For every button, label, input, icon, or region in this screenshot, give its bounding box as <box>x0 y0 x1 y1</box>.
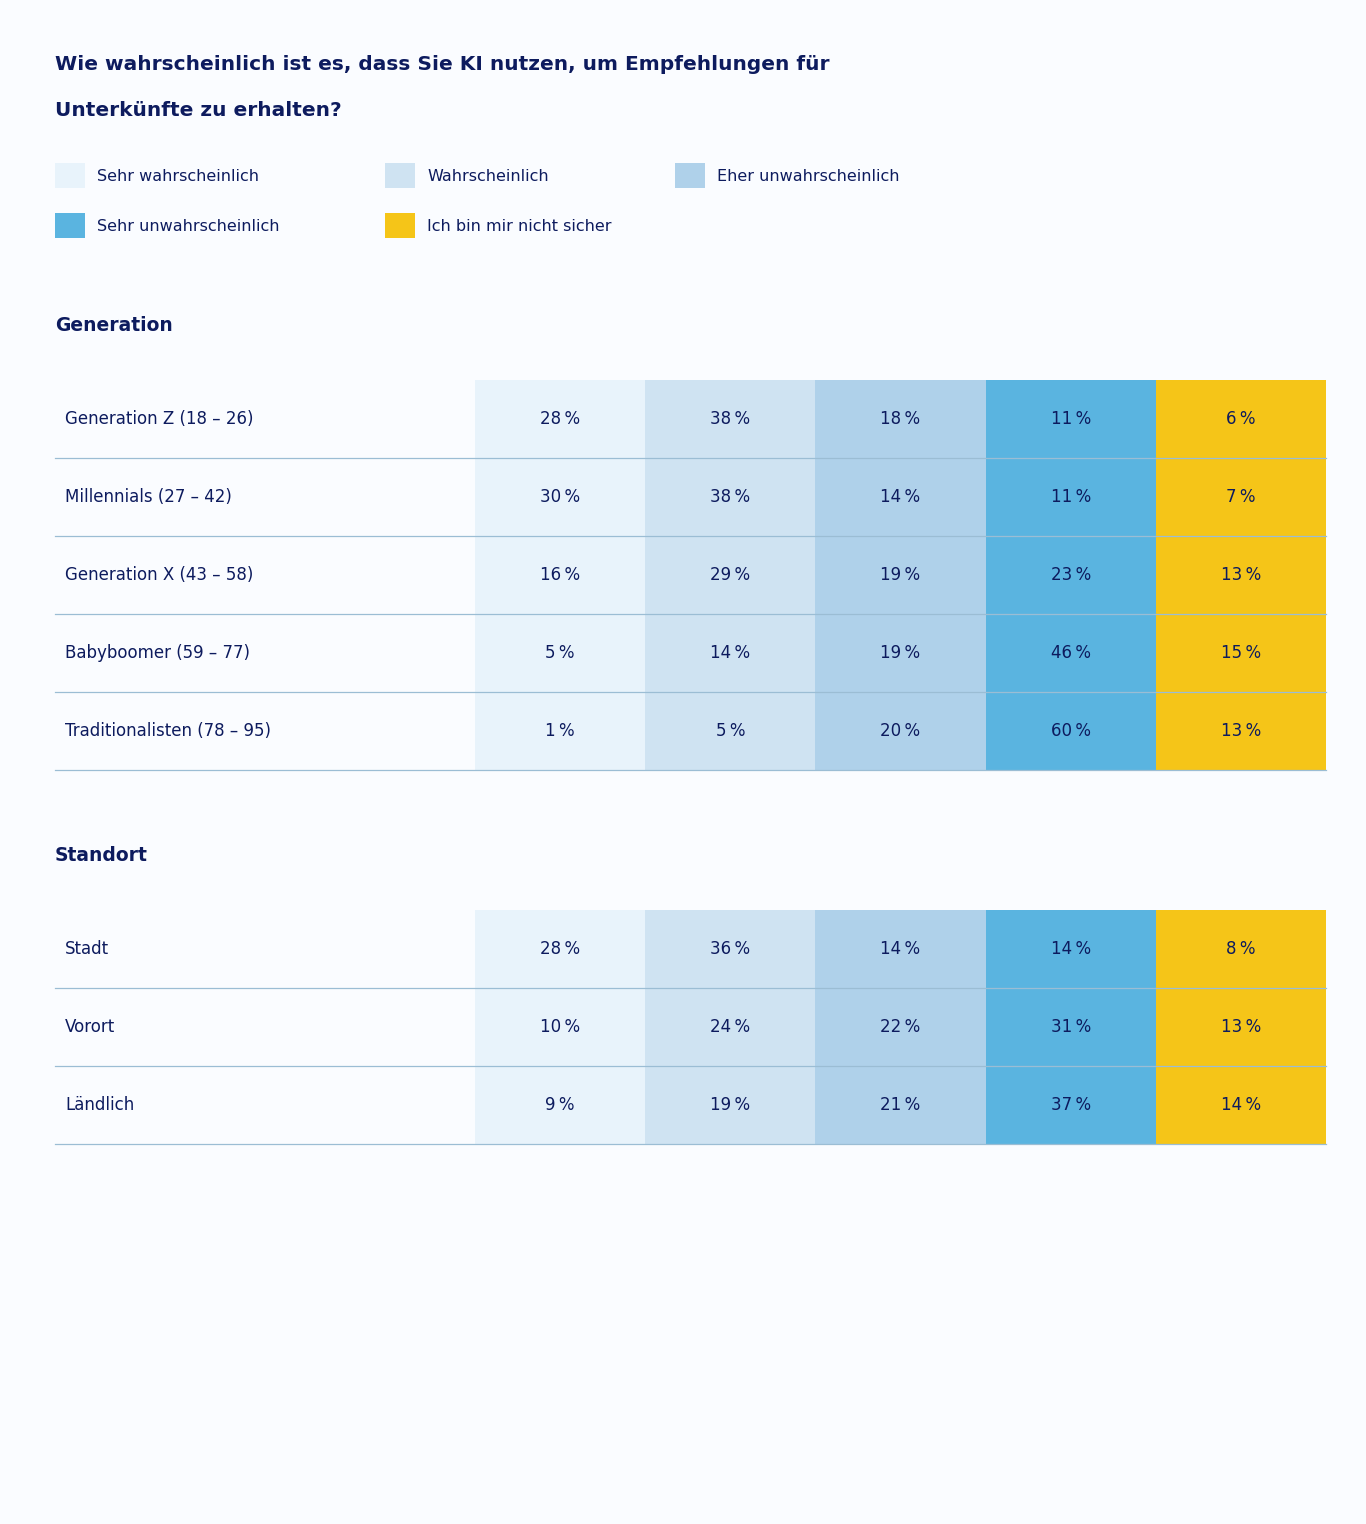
Text: Eher unwahrscheinlich: Eher unwahrscheinlich <box>717 169 899 184</box>
Text: 9 %: 9 % <box>545 1096 575 1114</box>
FancyBboxPatch shape <box>645 379 816 770</box>
Text: 16 %: 16 % <box>540 565 581 584</box>
FancyBboxPatch shape <box>1156 379 1326 770</box>
FancyBboxPatch shape <box>986 910 1156 1145</box>
FancyBboxPatch shape <box>816 910 986 1145</box>
Text: 14 %: 14 % <box>881 488 921 506</box>
Text: 31 %: 31 % <box>1050 1018 1091 1036</box>
Text: 13 %: 13 % <box>1221 1018 1261 1036</box>
Text: Stadt: Stadt <box>66 940 109 959</box>
FancyBboxPatch shape <box>816 379 986 770</box>
Text: 15 %: 15 % <box>1221 645 1261 661</box>
Text: 23 %: 23 % <box>1050 565 1091 584</box>
Text: 14 %: 14 % <box>710 645 750 661</box>
Text: 19 %: 19 % <box>710 1096 750 1114</box>
FancyBboxPatch shape <box>645 910 816 1145</box>
Text: 19 %: 19 % <box>881 645 921 661</box>
Text: Ich bin mir nicht sicher: Ich bin mir nicht sicher <box>428 219 612 233</box>
FancyBboxPatch shape <box>475 910 645 1145</box>
Text: 19 %: 19 % <box>881 565 921 584</box>
Text: 24 %: 24 % <box>710 1018 750 1036</box>
Text: 13 %: 13 % <box>1221 565 1261 584</box>
Text: Babyboomer (59 – 77): Babyboomer (59 – 77) <box>66 645 250 661</box>
Text: 28 %: 28 % <box>540 410 581 428</box>
Text: 14 %: 14 % <box>881 940 921 959</box>
Text: 14 %: 14 % <box>1050 940 1091 959</box>
Text: Sehr unwahrscheinlich: Sehr unwahrscheinlich <box>97 219 280 233</box>
Text: 5 %: 5 % <box>545 645 575 661</box>
Text: 29 %: 29 % <box>710 565 750 584</box>
Text: Vorort: Vorort <box>66 1018 115 1036</box>
FancyBboxPatch shape <box>475 379 645 770</box>
Text: 8 %: 8 % <box>1227 940 1255 959</box>
Text: Wahrscheinlich: Wahrscheinlich <box>428 169 549 184</box>
Text: Standort: Standort <box>55 846 148 866</box>
Text: 22 %: 22 % <box>880 1018 921 1036</box>
Text: 37 %: 37 % <box>1050 1096 1091 1114</box>
Text: 38 %: 38 % <box>710 488 750 506</box>
Text: 36 %: 36 % <box>710 940 750 959</box>
Text: 28 %: 28 % <box>540 940 581 959</box>
Text: 10 %: 10 % <box>540 1018 581 1036</box>
Text: 20 %: 20 % <box>881 722 921 741</box>
FancyBboxPatch shape <box>55 163 85 187</box>
Text: Generation Z (18 – 26): Generation Z (18 – 26) <box>66 410 254 428</box>
Text: 38 %: 38 % <box>710 410 750 428</box>
FancyBboxPatch shape <box>385 163 415 187</box>
Text: Generation: Generation <box>55 315 172 335</box>
Text: Sehr wahrscheinlich: Sehr wahrscheinlich <box>97 169 260 184</box>
FancyBboxPatch shape <box>55 212 85 238</box>
Text: 11 %: 11 % <box>1050 410 1091 428</box>
Text: 1 %: 1 % <box>545 722 575 741</box>
Text: Wie wahrscheinlich ist es, dass Sie KI nutzen, um Empfehlungen für: Wie wahrscheinlich ist es, dass Sie KI n… <box>55 55 829 75</box>
Text: 6 %: 6 % <box>1227 410 1255 428</box>
Text: 7 %: 7 % <box>1227 488 1255 506</box>
Text: 11 %: 11 % <box>1050 488 1091 506</box>
Text: Ländlich: Ländlich <box>66 1096 134 1114</box>
Text: 46 %: 46 % <box>1050 645 1090 661</box>
Text: 18 %: 18 % <box>881 410 921 428</box>
Text: Unterkünfte zu erhalten?: Unterkünfte zu erhalten? <box>55 101 342 120</box>
FancyBboxPatch shape <box>986 379 1156 770</box>
Text: 60 %: 60 % <box>1050 722 1090 741</box>
Text: Generation X (43 – 58): Generation X (43 – 58) <box>66 565 253 584</box>
Text: 21 %: 21 % <box>880 1096 921 1114</box>
FancyBboxPatch shape <box>1156 910 1326 1145</box>
Text: 30 %: 30 % <box>540 488 581 506</box>
Text: 14 %: 14 % <box>1221 1096 1261 1114</box>
FancyBboxPatch shape <box>385 212 415 238</box>
Text: Millennials (27 – 42): Millennials (27 – 42) <box>66 488 232 506</box>
Text: 13 %: 13 % <box>1221 722 1261 741</box>
Text: 5 %: 5 % <box>716 722 744 741</box>
FancyBboxPatch shape <box>675 163 705 187</box>
Text: Traditionalisten (78 – 95): Traditionalisten (78 – 95) <box>66 722 270 741</box>
